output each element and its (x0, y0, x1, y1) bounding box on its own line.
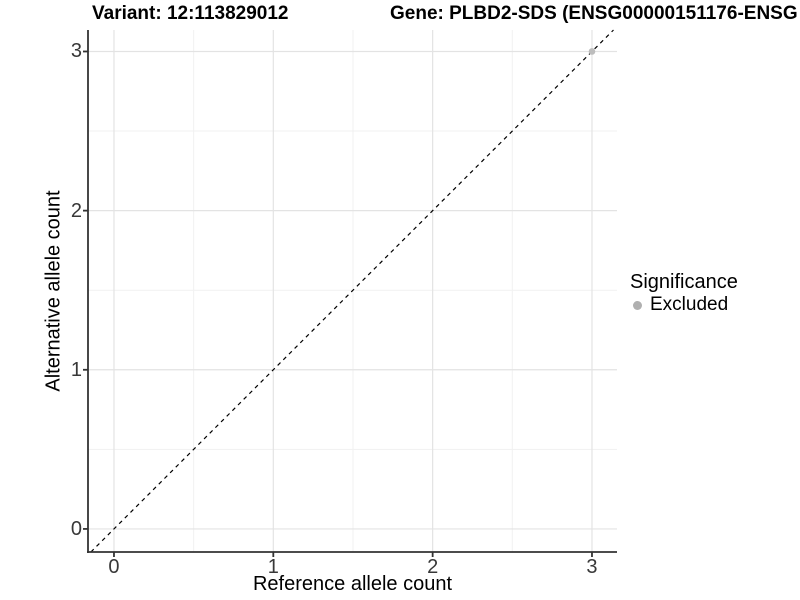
x-axis-title: Reference allele count (252, 573, 452, 595)
y-tick-label: 3 (70, 40, 82, 63)
legend-key-dot (633, 300, 642, 310)
legend-item-label: Excluded (650, 294, 729, 315)
data-point-excluded (588, 48, 596, 55)
y-tick-label: 0 (70, 517, 82, 540)
x-tick-label: 0 (108, 556, 120, 578)
y-tick-label: 1 (70, 358, 82, 381)
x-tick-label: 2 (427, 556, 439, 578)
x-tick-label: 3 (586, 556, 598, 578)
y-tick-label: 2 (70, 199, 82, 222)
plot-title-variant: Variant: 12:113829012 (92, 3, 289, 24)
x-tick-label: 1 (267, 556, 279, 578)
legend-item-excluded: Excluded (630, 294, 738, 316)
legend-title: Significance (630, 271, 738, 293)
legend-items: Excluded (630, 294, 738, 316)
identity-dashed-line (90, 29, 614, 553)
plot-title-gene: Gene: PLBD2-SDS (ENSG00000151176-ENSG (390, 3, 798, 24)
legend: Significance Excluded (630, 270, 738, 316)
